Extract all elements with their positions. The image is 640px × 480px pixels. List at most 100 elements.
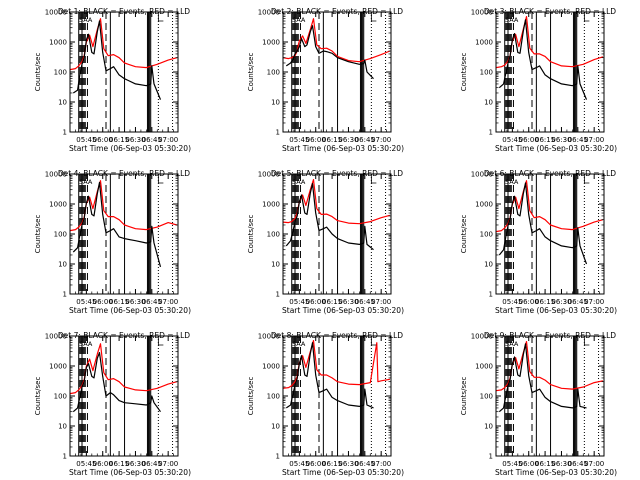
y-axis-label: Counts/sec bbox=[460, 53, 468, 92]
y-tick-label: 10000 bbox=[471, 171, 493, 179]
x-tick-label: 06:30 bbox=[338, 298, 358, 306]
y-tick-label: 100 bbox=[267, 231, 280, 239]
y-tick-label: 100 bbox=[480, 69, 493, 77]
panel-title: Det 4: BLACK = Events, RED = LLD bbox=[58, 169, 190, 178]
x-tick-label: 06:30 bbox=[125, 136, 145, 144]
x-tick-label: 06:15 bbox=[535, 136, 555, 144]
saa-bracket-marker bbox=[583, 336, 590, 346]
panel-title: Det 2: BLACK = Events, RED = LLD bbox=[271, 7, 403, 16]
x-tick-label: 05:45 bbox=[502, 298, 522, 306]
y-tick-label: 100 bbox=[54, 69, 67, 77]
saa-bracket-marker bbox=[157, 174, 164, 184]
saa-annotation: SAA bbox=[505, 178, 519, 186]
y-tick-label: 1 bbox=[489, 453, 493, 461]
y-tick-label: 10 bbox=[484, 423, 493, 431]
panel-det-7: 1 10 100 1000 10000 05:4506:0006:1506:3006:45… bbox=[34, 331, 191, 477]
x-tick-label: 06:00 bbox=[519, 460, 539, 468]
saa-annotation: SAA bbox=[292, 340, 306, 348]
saa-annotation: SAA bbox=[292, 16, 306, 24]
plot-frame bbox=[69, 335, 179, 457]
panel-title: Det 9: BLACK = Events, RED = LLD bbox=[484, 331, 616, 340]
y-tick-label: 100 bbox=[267, 69, 280, 77]
x-tick-label: 06:00 bbox=[93, 460, 113, 468]
y-tick-label: 100 bbox=[267, 393, 280, 401]
plot-frame bbox=[495, 11, 605, 133]
series-line-events bbox=[498, 343, 587, 413]
y-tick-label: 1000 bbox=[262, 363, 280, 371]
y-tick-label: 1000 bbox=[262, 39, 280, 47]
y-tick-label: 1000 bbox=[475, 363, 493, 371]
x-tick-label: 06:00 bbox=[519, 298, 539, 306]
series-line-lld bbox=[282, 340, 391, 389]
panel-title: Det 1: BLACK = Events, RED = LLD bbox=[58, 7, 190, 16]
y-tick-label: 10 bbox=[271, 99, 280, 107]
saa-annotation: SAA bbox=[505, 16, 519, 24]
saa-bracket-marker bbox=[157, 12, 164, 22]
series-line-events bbox=[72, 181, 162, 268]
y-tick-label: 1 bbox=[63, 453, 67, 461]
x-tick-label: 05:45 bbox=[502, 460, 522, 468]
series-line-events bbox=[72, 352, 161, 413]
x-tick-label: 06:15 bbox=[109, 136, 129, 144]
x-tick-label: 06:45 bbox=[355, 298, 375, 306]
plot-frame bbox=[495, 335, 605, 457]
x-tick-label: 07:00 bbox=[584, 136, 604, 144]
x-tick-label: 06:15 bbox=[322, 460, 342, 468]
x-tick-label: 07:00 bbox=[584, 298, 604, 306]
y-tick-label: 1 bbox=[489, 129, 493, 137]
x-tick-label: 06:30 bbox=[551, 298, 571, 306]
series-line-events bbox=[498, 19, 588, 100]
saa-annotation: SAA bbox=[79, 340, 93, 348]
y-tick-label: 1000 bbox=[49, 201, 67, 209]
y-axis-label: Counts/sec bbox=[247, 53, 255, 92]
panel-det-2: 1 10 100 1000 10000 05:4506:0006:1506:3006:45… bbox=[247, 7, 404, 153]
x-tick-label: 06:45 bbox=[142, 460, 162, 468]
y-tick-label: 10 bbox=[271, 261, 280, 269]
x-tick-label: 07:00 bbox=[158, 298, 178, 306]
panel-det-6: 1 10 100 1000 10000 05:4506:0006:1506:3006:45… bbox=[460, 169, 617, 315]
saa-bracket-marker bbox=[370, 12, 377, 22]
x-tick-label: 06:45 bbox=[568, 460, 588, 468]
saa-bracket-marker bbox=[583, 174, 590, 184]
y-tick-label: 1000 bbox=[262, 201, 280, 209]
x-tick-label: 06:00 bbox=[306, 460, 326, 468]
x-axis-label: Start Time (06-Sep-03 05:30:20) bbox=[282, 468, 404, 477]
y-axis-label: Counts/sec bbox=[247, 215, 255, 254]
panel-title: Det 8: BLACK = Events, RED = LLD bbox=[271, 331, 403, 340]
y-axis-label: Counts/sec bbox=[460, 377, 468, 416]
x-axis-label: Start Time (06-Sep-03 05:30:20) bbox=[495, 468, 617, 477]
y-tick-label: 10000 bbox=[471, 9, 493, 17]
x-tick-label: 06:15 bbox=[322, 298, 342, 306]
saa-annotation: SAA bbox=[79, 16, 93, 24]
x-tick-label: 05:45 bbox=[76, 460, 96, 468]
series-line-events bbox=[285, 342, 374, 409]
plot-frame bbox=[69, 11, 179, 133]
series-line-events bbox=[285, 25, 374, 80]
y-tick-label: 1000 bbox=[475, 39, 493, 47]
x-tick-label: 06:30 bbox=[125, 460, 145, 468]
x-axis-label: Start Time (06-Sep-03 05:30:20) bbox=[495, 144, 617, 153]
y-tick-label: 10 bbox=[58, 261, 67, 269]
x-tick-label: 06:45 bbox=[142, 136, 162, 144]
saa-bracket-marker bbox=[157, 336, 164, 346]
saa-bracket-marker bbox=[583, 12, 590, 22]
y-axis-label: Counts/sec bbox=[247, 377, 255, 416]
panel-det-8: 1 10 100 1000 10000 05:4506:0006:1506:3006:45… bbox=[247, 331, 404, 477]
y-tick-label: 10 bbox=[58, 423, 67, 431]
x-tick-label: 05:45 bbox=[289, 460, 309, 468]
x-tick-label: 07:00 bbox=[371, 136, 391, 144]
x-tick-label: 05:45 bbox=[502, 136, 522, 144]
y-tick-label: 10000 bbox=[45, 9, 67, 17]
saa-annotation: SAA bbox=[292, 178, 306, 186]
x-tick-label: 06:15 bbox=[109, 298, 129, 306]
y-tick-label: 10000 bbox=[45, 171, 67, 179]
series-line-events bbox=[498, 182, 588, 265]
saa-annotation: SAA bbox=[505, 340, 519, 348]
saa-bracket-marker bbox=[370, 174, 377, 184]
x-tick-label: 07:00 bbox=[371, 298, 391, 306]
panel-det-3: 1 10 100 1000 10000 05:4506:0006:1506:3006:45… bbox=[460, 7, 617, 153]
x-axis-label: Start Time (06-Sep-03 05:30:20) bbox=[495, 306, 617, 315]
x-axis-label: Start Time (06-Sep-03 05:30:20) bbox=[282, 144, 404, 153]
plot-frame bbox=[282, 173, 392, 295]
x-tick-label: 06:45 bbox=[355, 460, 375, 468]
